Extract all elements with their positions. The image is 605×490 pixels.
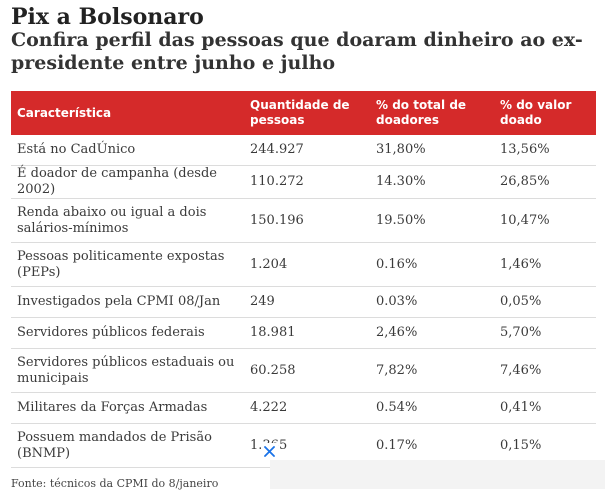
- column-header-caracteristica: Característica: [11, 91, 244, 135]
- row-label: Servidores públicos federais: [11, 317, 244, 349]
- row-quantidade: 1.204: [244, 242, 370, 287]
- row-percent-doadores: 2,46%: [370, 317, 494, 349]
- row-percent-valor: 5,70%: [494, 317, 596, 349]
- table-header-row: Característica Quantidade de pessoas % d…: [11, 91, 596, 135]
- row-quantidade: 110.272: [244, 165, 370, 199]
- row-percent-doadores: 14.30%: [370, 165, 494, 199]
- table-row: Está no CadÚnico 244.927 31,80% 13,56%: [11, 135, 596, 166]
- row-label: Servidores públicos estaduais ou municip…: [11, 348, 244, 393]
- page-title: Pix a Bolsonaro: [11, 4, 204, 30]
- row-percent-valor: 10,47%: [494, 198, 596, 243]
- row-quantidade: 4.222: [244, 392, 370, 424]
- ad-banner[interactable]: [270, 460, 605, 489]
- row-quantidade: 18.981: [244, 317, 370, 349]
- row-percent-doadores: 19.50%: [370, 198, 494, 243]
- column-header-percent-doadores: % do total de doadores: [370, 91, 494, 135]
- row-percent-doadores: 0.54%: [370, 392, 494, 424]
- row-quantidade: 150.196: [244, 198, 370, 243]
- row-label: Está no CadÚnico: [11, 135, 244, 166]
- row-percent-valor: 13,56%: [494, 135, 596, 166]
- row-label: Possuem mandados de Prisão (BNMP): [11, 423, 244, 468]
- row-label: Pessoas politicamente expostas (PEPs): [11, 242, 244, 287]
- row-percent-valor: 7,46%: [494, 348, 596, 393]
- table-row: Pessoas politicamente expostas (PEPs) 1.…: [11, 242, 596, 287]
- row-percent-valor: 1,46%: [494, 242, 596, 287]
- page-subtitle: Confira perfil das pessoas que doaram di…: [11, 29, 583, 74]
- table-row: Servidores públicos federais 18.981 2,46…: [11, 317, 596, 349]
- table-row: Servidores públicos estaduais ou municip…: [11, 348, 596, 393]
- table-row: É doador de campanha (desde 2002) 110.27…: [11, 165, 596, 199]
- row-percent-doadores: 0.03%: [370, 286, 494, 318]
- table-row: Renda abaixo ou igual a dois salários-mí…: [11, 198, 596, 243]
- source-note: Fonte: técnicos da CPMI do 8/janeiro: [11, 477, 219, 490]
- data-table: Característica Quantidade de pessoas % d…: [11, 91, 596, 468]
- row-percent-doadores: 0.16%: [370, 242, 494, 287]
- row-label: Investigados pela CPMI 08/Jan: [11, 286, 244, 318]
- row-percent-valor: 0,41%: [494, 392, 596, 424]
- column-header-percent-valor: % do valor doado: [494, 91, 596, 135]
- table-row: Militares da Forças Armadas 4.222 0.54% …: [11, 392, 596, 424]
- row-quantidade: 244.927: [244, 135, 370, 166]
- row-percent-valor: 26,85%: [494, 165, 596, 199]
- row-label: Militares da Forças Armadas: [11, 392, 244, 424]
- row-percent-doadores: 7,82%: [370, 348, 494, 393]
- close-icon[interactable]: [261, 443, 278, 460]
- row-label: Renda abaixo ou igual a dois salários-mí…: [11, 198, 244, 243]
- row-percent-doadores: 31,80%: [370, 135, 494, 166]
- column-header-quantidade: Quantidade de pessoas: [244, 91, 370, 135]
- row-label: É doador de campanha (desde 2002): [11, 165, 244, 199]
- row-quantidade: 249: [244, 286, 370, 318]
- row-quantidade: 60.258: [244, 348, 370, 393]
- row-percent-valor: 0,05%: [494, 286, 596, 318]
- table-row: Investigados pela CPMI 08/Jan 249 0.03% …: [11, 286, 596, 318]
